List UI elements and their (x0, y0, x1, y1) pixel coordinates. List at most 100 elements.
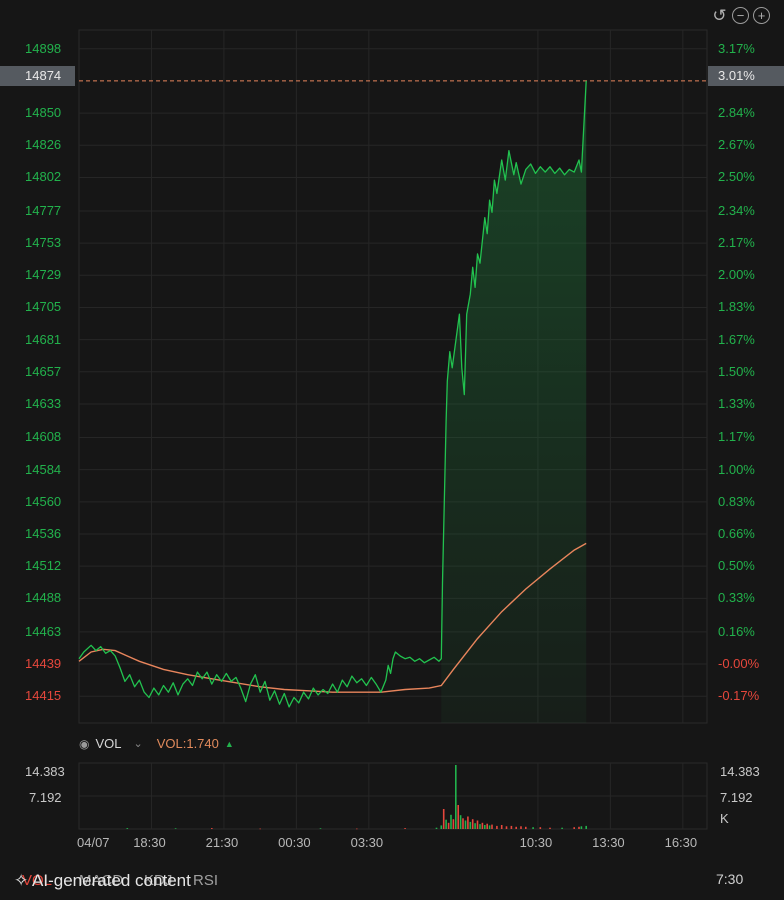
price-tick-label: 14463 (25, 623, 62, 639)
volume-bar (573, 827, 575, 829)
volume-value-label: VOL: (156, 736, 187, 751)
zoom-in-icon[interactable]: + (753, 7, 770, 24)
tab-kdj[interactable]: KDJ (144, 872, 173, 889)
ai-generated-note: ✧ AI-generated content (14, 871, 191, 891)
percent-tick-label: 0.66% (718, 526, 755, 541)
percent-tick-label: -0.00% (718, 656, 760, 672)
tab-rsi[interactable]: RSI (193, 872, 219, 889)
percent-tick-label: 2.67% (718, 137, 755, 153)
sparkle-icon: ✧ (14, 871, 29, 890)
percent-tick-label: 0.83% (718, 493, 755, 509)
volume-bar (447, 822, 450, 829)
volume-bar (532, 827, 534, 829)
volume-bar (174, 828, 177, 829)
volume-bar (126, 828, 129, 829)
volume-bar (486, 823, 488, 829)
percent-tick-label: 1.33% (718, 395, 755, 411)
volume-value: VOL:1.740 (157, 735, 219, 753)
volume-bar (578, 826, 580, 829)
price-tick-label: 14850 (25, 105, 62, 121)
volume-bar (259, 828, 261, 830)
price-tick-label: 14753 (25, 235, 62, 251)
volume-bar (585, 825, 587, 829)
percent-tick-label: -0.17% (718, 688, 760, 704)
price-tick-label: 14898 (25, 40, 62, 56)
price-tick-label: 14657 (25, 363, 62, 379)
volume-bar (515, 826, 517, 829)
volume-bar (505, 826, 508, 829)
volume-axis-unit: K (720, 811, 729, 826)
percent-tick-label: 1.83% (718, 299, 755, 315)
time-tick-label: 13:30 (592, 835, 625, 850)
chart-toolbar: ↺ − + (711, 7, 770, 24)
volume-axis-right-max: 14.383 (720, 764, 760, 779)
percent-tick-label: 0.50% (718, 558, 755, 574)
tab-vol[interactable]: VOL (22, 872, 53, 889)
percent-tick-label: 2.84% (718, 105, 755, 121)
price-line (78, 80, 587, 708)
volume-bar (510, 825, 513, 829)
price-tick-label: 14681 (25, 331, 62, 347)
volume-bar (476, 820, 479, 829)
volume-bar (455, 765, 457, 829)
price-tick-label: 14512 (25, 558, 62, 574)
footer-time: 7:30 (716, 871, 744, 887)
volume-bar (467, 816, 469, 829)
eye-icon[interactable]: ◉ (79, 737, 90, 751)
percent-tick-label: 1.50% (718, 363, 755, 379)
price-tick-label: 14415 (25, 688, 62, 704)
zoom-out-icon[interactable]: − (732, 7, 749, 24)
indicator-tabs: VOL MACD KDJ RSI (0, 866, 784, 900)
percent-tick-label: 1.17% (718, 429, 755, 445)
volume-bar (539, 827, 542, 829)
volume-bar (450, 814, 452, 829)
volume-bar (481, 822, 484, 829)
volume-bar (211, 828, 213, 829)
price-tick-label: 14826 (25, 137, 62, 153)
ai-note-text: AI-generated content (32, 871, 191, 890)
percent-tick-label: 2.00% (718, 267, 755, 283)
indicator-name: VOL (95, 736, 122, 751)
time-tick-label: 00:30 (278, 835, 311, 850)
price-panel-frame (78, 29, 708, 724)
volume-bar (435, 827, 438, 829)
volume-bar (457, 805, 459, 829)
volume-bar (561, 827, 563, 829)
price-tick-label: 14729 (25, 267, 62, 283)
volume-bar (404, 828, 406, 829)
price-tick-label: 14560 (25, 493, 62, 509)
volume-bar (488, 825, 491, 829)
percent-tick-label: 2.34% (718, 202, 755, 218)
volume-bar (500, 825, 503, 829)
percent-tick-label: 0.16% (718, 623, 755, 639)
volume-bar (580, 826, 583, 829)
volume-bar (462, 818, 464, 829)
volume-bar (520, 826, 522, 829)
price-tick-label: 14584 (25, 461, 62, 477)
up-arrow-icon: ▲ (224, 739, 234, 749)
volume-bar (445, 819, 447, 829)
volume-bar (440, 825, 443, 829)
time-tick-label: 16:30 (664, 835, 698, 850)
percent-tick-label: 2.17% (718, 235, 755, 251)
undo-icon[interactable]: ↺ (712, 6, 727, 25)
volume-value-number: 1.740 (186, 736, 219, 751)
volume-bar (491, 824, 493, 829)
volume-bar (459, 815, 462, 829)
percent-tick-label: 1.67% (718, 331, 755, 347)
percent-tick-label: 0.33% (718, 590, 755, 606)
volume-axis-left-max: 14.383 (25, 764, 65, 779)
volume-axis-left-mid: 7.192 (29, 790, 62, 805)
price-tick-label: 14439 (25, 656, 62, 672)
percent-tick-label: 2.50% (718, 169, 755, 185)
volume-bar (469, 821, 472, 829)
percent-tick-label: 3.17% (718, 40, 755, 56)
volume-bar (442, 809, 445, 829)
time-tick-label: 10:30 (519, 835, 553, 850)
chevron-down-icon[interactable]: ⌄ (133, 738, 143, 750)
tab-macd[interactable]: MACD (79, 872, 124, 889)
volume-bar (484, 825, 486, 829)
price-tick-label: 14536 (25, 526, 62, 541)
volume-bar (471, 819, 474, 829)
